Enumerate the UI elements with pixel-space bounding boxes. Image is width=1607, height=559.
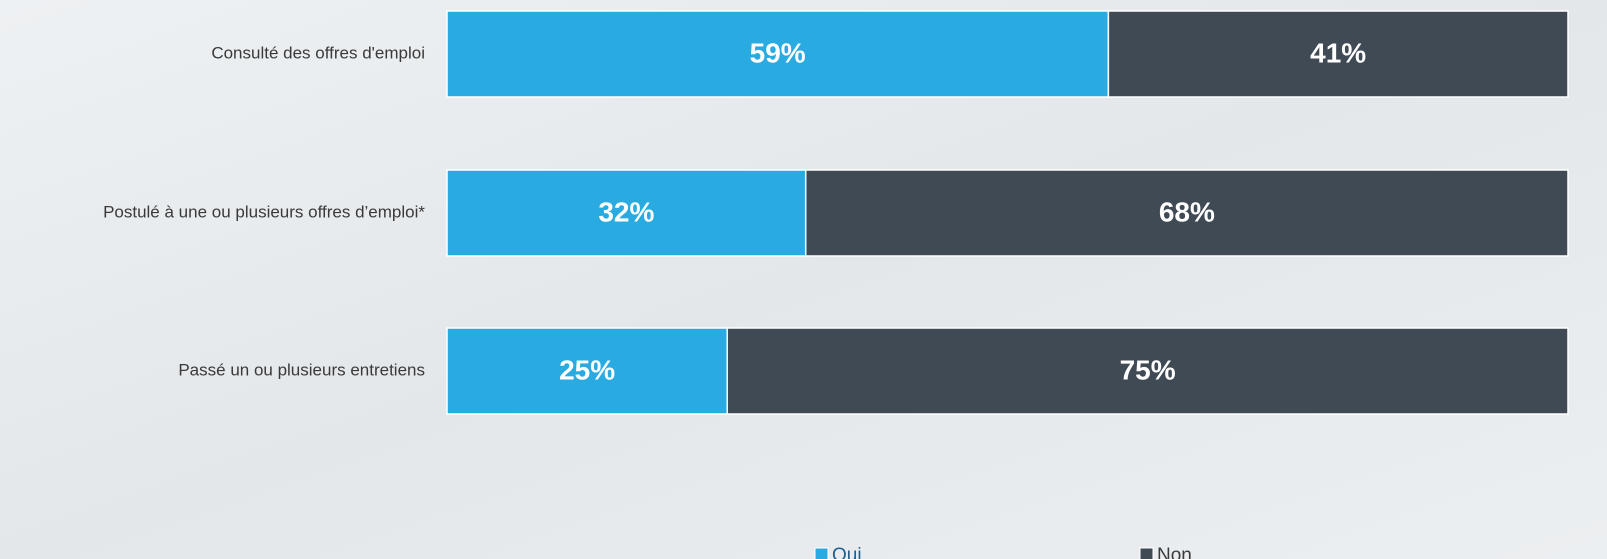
legend-swatch — [1139, 547, 1154, 559]
value-label: 41% — [1310, 37, 1366, 68]
bar-segment — [804, 169, 1569, 257]
category-label: Postulé à une ou plusieurs offres d’empl… — [103, 202, 425, 221]
value-label: 75% — [1120, 354, 1176, 385]
bar-segment — [446, 169, 807, 257]
category-label: Passé un ou plusieurs entretiens — [178, 360, 425, 379]
legend-label: Non — [1157, 545, 1192, 559]
value-label: 25% — [559, 354, 615, 385]
value-label: 68% — [1159, 196, 1215, 227]
bar-segment — [446, 327, 728, 415]
value-label: 59% — [750, 37, 806, 68]
category-label: Consulté des offres d'emploi — [211, 43, 425, 62]
legend-swatch — [814, 547, 829, 559]
value-label: 32% — [598, 196, 654, 227]
bar-segment — [446, 10, 1110, 98]
legend-label: Oui — [832, 545, 862, 559]
bar-segment — [726, 327, 1569, 415]
bar-segment — [1107, 10, 1569, 98]
